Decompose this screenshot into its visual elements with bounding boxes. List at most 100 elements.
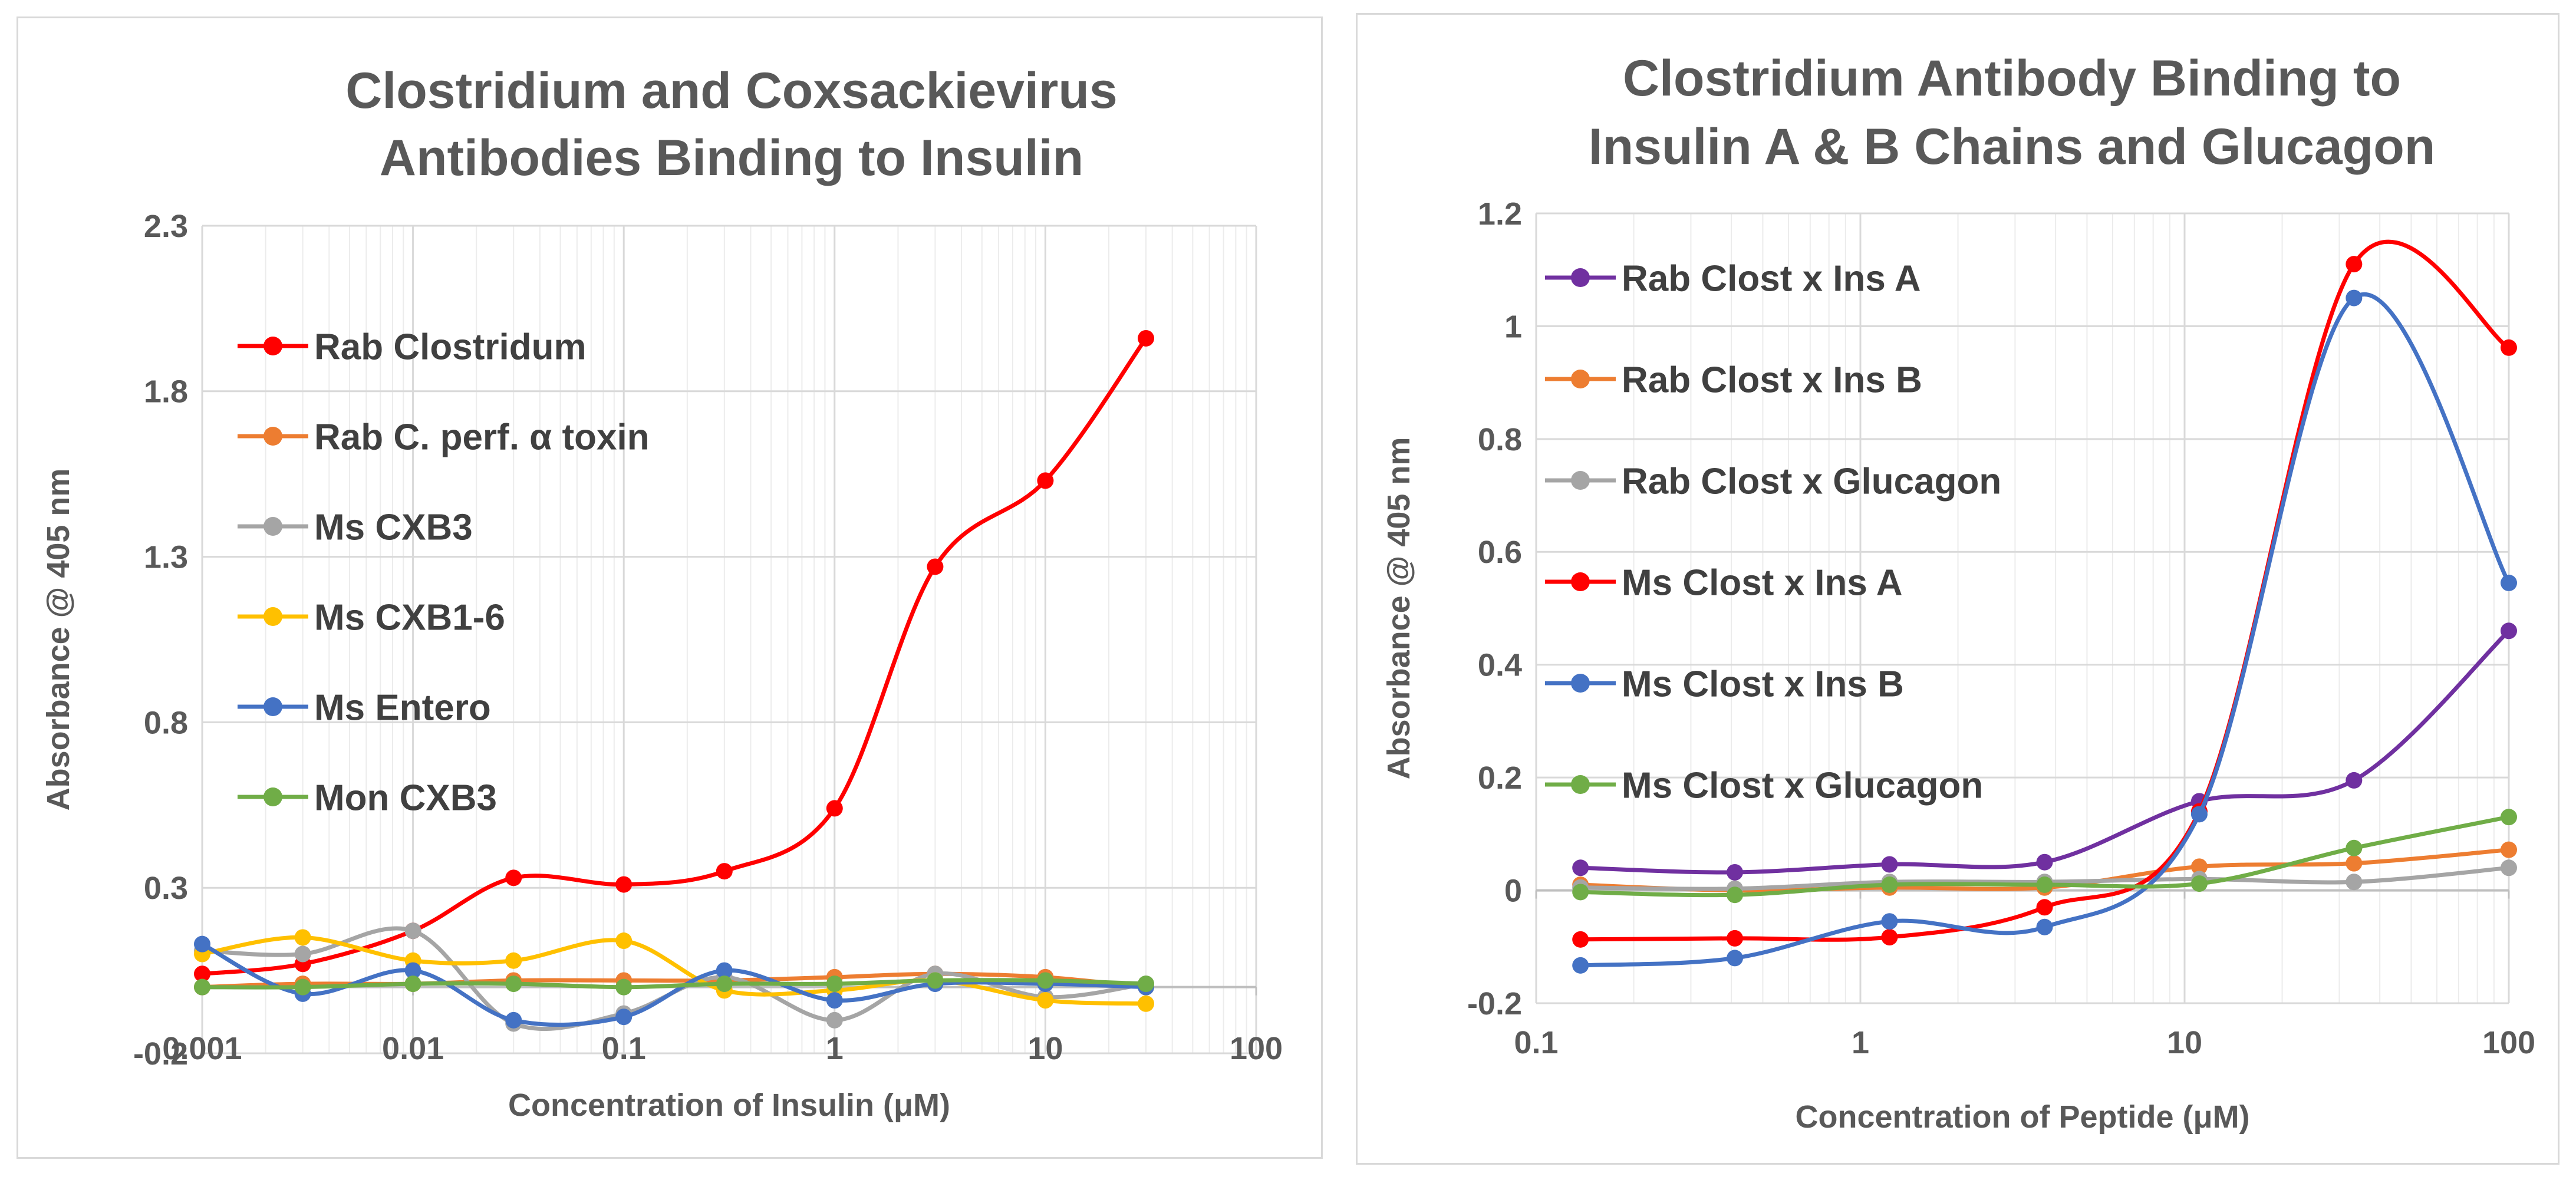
legend-marker	[263, 337, 282, 355]
series-ms-cxb1-6	[194, 929, 1155, 1012]
legend-label: Ms CXB3	[314, 507, 473, 548]
series-mon-cxb3	[194, 972, 1155, 996]
data-point	[716, 976, 733, 993]
data-point	[194, 978, 210, 996]
legend-label: Rab Clost x Glucagon	[1622, 461, 2001, 502]
data-point	[294, 945, 311, 963]
data-point	[2190, 875, 2208, 892]
data-point	[1037, 472, 1054, 489]
data-point	[826, 1011, 843, 1029]
y-tick-label: 0.2	[1478, 760, 1522, 796]
y-tick-label: 0.6	[1478, 535, 1522, 570]
series-line-ms-clost-x-ins-a	[1580, 239, 2510, 942]
x-tick-label: 100	[2482, 1025, 2535, 1060]
x-tick-label: 0.001	[162, 1031, 242, 1066]
series-line-mon-cxb3	[202, 978, 1147, 990]
series-rab-clostridum	[194, 329, 1155, 983]
legend-item-ms-cxb1-6: Ms CXB1-6	[238, 597, 505, 638]
x-tick-label: 10	[1027, 1031, 1063, 1066]
data-point	[505, 976, 522, 993]
y-tick-label: 1.2	[1478, 196, 1522, 232]
chart-title-line-2: Insulin A & B Chains and Glucagon	[1589, 118, 2436, 175]
x-tick-label: 100	[1230, 1031, 1283, 1066]
data-point	[505, 952, 522, 969]
chart-panel-peptide: Clostridium Antibody Binding to Insulin A…	[1356, 13, 2559, 1165]
data-point	[1727, 950, 1744, 967]
data-point	[1138, 976, 1155, 993]
series-line-ms-entero	[201, 942, 1147, 1027]
data-point	[404, 922, 421, 940]
chart-title-line-1: Clostridium and Coxsackievirus	[345, 62, 1118, 119]
legend-item-ms-clost-x-glucagon: Ms Clost x Glucagon	[1545, 765, 1983, 806]
x-tick-label: 0.01	[382, 1031, 444, 1066]
legend-item-rab-clost-x-ins-a: Rab Clost x Ins A	[1545, 258, 1921, 299]
y-tick-label: 0.3	[144, 871, 188, 906]
y-tick-label: 0.8	[1478, 422, 1522, 457]
series-line-ms-clost-x-ins-b	[1580, 292, 2511, 968]
data-point	[294, 929, 311, 946]
data-point	[2501, 841, 2517, 858]
data-point	[294, 978, 311, 996]
data-point	[2190, 858, 2208, 875]
legend-item-mon-cxb3: Mon CXB3	[238, 777, 497, 818]
data-point	[927, 972, 944, 989]
legend-item-rab-clostridum: Rab Clostridum	[238, 327, 587, 367]
chart-title-line-1: Clostridium Antibody Binding to	[1623, 50, 2401, 107]
legend-marker	[1571, 775, 1590, 794]
legend-marker	[1571, 268, 1590, 287]
legend-label: Rab Clost x Ins A	[1622, 258, 1921, 299]
x-tick-label: 0.1	[602, 1031, 646, 1066]
data-point	[1881, 856, 1898, 873]
legend-label: Ms Clost x Ins B	[1622, 664, 1904, 704]
data-point	[1572, 859, 1589, 876]
legend-label: Rab C. perf. α toxin	[314, 417, 650, 457]
legend-item-ms-entero: Ms Entero	[238, 687, 491, 728]
data-point	[2501, 622, 2517, 640]
data-point	[194, 935, 210, 953]
data-point	[1881, 913, 1898, 930]
data-point	[826, 992, 843, 1009]
data-point	[2036, 876, 2053, 893]
data-point	[505, 869, 522, 886]
y-tick-label: 1.8	[144, 374, 188, 410]
y-axis-title: Absorbance @ 405 nm	[41, 469, 76, 811]
x-tick-label: 1	[826, 1031, 844, 1066]
x-tick-label: 1	[1852, 1025, 1869, 1060]
major-gridlines	[201, 225, 1257, 1054]
y-tick-label: 0.4	[1478, 648, 1522, 683]
legend-marker	[1571, 674, 1590, 693]
data-point	[1138, 329, 1155, 347]
legend-item-rab-clost-x-ins-b: Rab Clost x Ins B	[1545, 360, 1922, 400]
y-tick-label: -0.2	[133, 1036, 188, 1072]
data-point	[2036, 918, 2053, 935]
data-point	[1881, 929, 1898, 946]
data-point	[2346, 289, 2363, 307]
legend-item-ms-clost-x-ins-a: Ms Clost x Ins A	[1545, 562, 1903, 603]
legend-label: Rab Clost x Ins B	[1622, 360, 1922, 400]
legend-marker	[263, 607, 282, 626]
x-tick-label: 10	[2167, 1025, 2202, 1060]
data-point	[716, 863, 733, 880]
y-tick-label: 2.3	[144, 209, 188, 244]
y-axis-title: Absorbance @ 405 nm	[1381, 437, 1417, 780]
y-tick-label: 1	[1504, 309, 1522, 344]
chart-title-line-2: Antibodies Binding to Insulin	[380, 130, 1083, 186]
legend-label: Rab Clostridum	[314, 327, 587, 367]
data-point	[1037, 992, 1054, 1009]
legend-label: Ms Clost x Ins A	[1622, 562, 1903, 603]
data-point	[826, 800, 843, 817]
legend-label: Ms Entero	[314, 687, 491, 728]
legend-item-ms-clost-x-ins-b: Ms Clost x Ins B	[1545, 664, 1904, 704]
data-point	[2346, 772, 2363, 789]
data-point	[404, 962, 421, 979]
y-tick-label: 0	[1504, 873, 1522, 908]
data-point	[826, 976, 843, 993]
data-point	[1881, 876, 1898, 893]
data-point	[1727, 864, 1744, 881]
data-point	[615, 876, 633, 893]
data-point	[1572, 957, 1589, 974]
minor-gridlines	[265, 226, 1247, 1053]
data-point	[1572, 884, 1589, 901]
legend-marker	[1571, 471, 1590, 490]
data-point	[1572, 931, 1589, 948]
